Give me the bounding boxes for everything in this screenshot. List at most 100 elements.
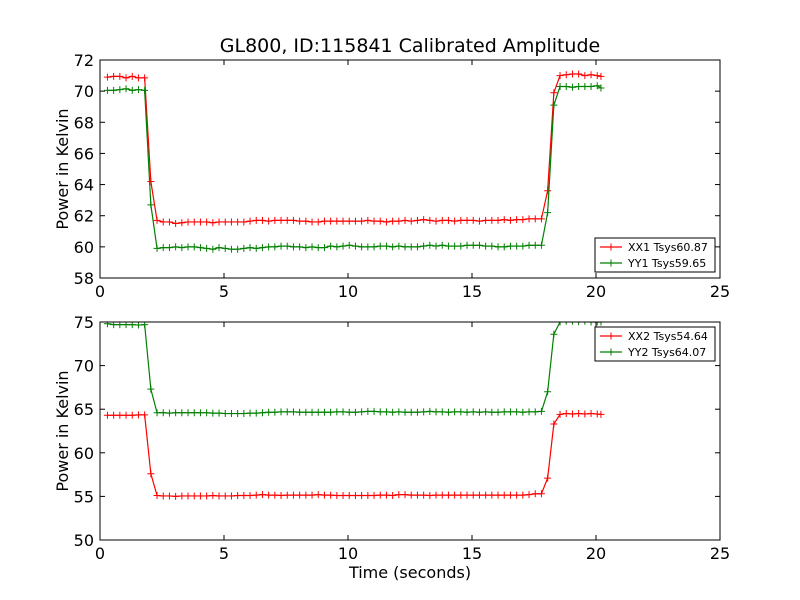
data-point (339, 217, 347, 225)
data-point (500, 216, 508, 224)
data-point (190, 243, 198, 251)
data-point (327, 242, 335, 250)
data-point (488, 216, 496, 224)
data-point (376, 242, 384, 250)
data-point (203, 244, 211, 252)
data-point (178, 492, 186, 500)
data-point (475, 491, 483, 499)
data-point (283, 216, 291, 224)
y-tick-label: 72 (74, 51, 94, 70)
data-point (444, 408, 452, 416)
data-point (407, 491, 415, 499)
data-point (537, 407, 545, 415)
data-point (339, 242, 347, 250)
data-point (370, 407, 378, 415)
x-tick-label: 25 (710, 282, 730, 301)
data-point (190, 218, 198, 226)
plot-top: GL800, ID:115841 Calibrated Amplitude 0 5 1… (53, 35, 730, 301)
data-point (562, 71, 570, 79)
data-point (116, 86, 124, 94)
data-point (246, 409, 254, 417)
legend-entry: YY1 Tsys59.65 (627, 257, 706, 270)
data-point (525, 491, 533, 499)
data-point (575, 70, 583, 78)
data-point (296, 217, 304, 225)
data-point (587, 410, 595, 418)
data-point (240, 218, 248, 226)
data-point (308, 408, 316, 416)
data-point (597, 72, 605, 80)
data-point (593, 322, 601, 326)
data-point (587, 82, 595, 90)
data-point (420, 408, 428, 416)
data-point (395, 217, 403, 225)
data-point (308, 218, 316, 226)
data-point (451, 408, 459, 416)
data-point (134, 322, 142, 329)
data-point (364, 243, 372, 251)
data-point (513, 408, 521, 416)
data-point (314, 244, 322, 252)
data-point (203, 218, 211, 226)
data-point (364, 407, 372, 415)
legend-entry: YY2 Tsys64.07 (627, 346, 706, 359)
data-point (258, 409, 266, 417)
data-point (172, 220, 180, 227)
data-point (351, 242, 359, 250)
y-axis-label: Power in Kelvin (53, 370, 72, 491)
data-point (575, 82, 583, 90)
data-point (116, 72, 124, 80)
data-point (240, 492, 248, 500)
data-point (172, 492, 180, 500)
data-point (314, 408, 322, 416)
data-point (488, 491, 496, 499)
data-point (550, 420, 558, 428)
data-point (184, 492, 192, 500)
data-point (159, 409, 167, 417)
data-point (475, 217, 483, 225)
data-point (358, 217, 366, 225)
legend: XX2 Tsys54.64 YY2 Tsys64.07 (594, 326, 716, 362)
data-point (271, 491, 279, 499)
data-point (420, 491, 428, 499)
data-point (339, 492, 347, 500)
data-point (438, 216, 446, 224)
data-point (159, 244, 167, 252)
data-point (426, 216, 434, 224)
data-point (234, 245, 242, 253)
data-point (469, 491, 477, 499)
data-point (296, 408, 304, 416)
y-tick-label: 66 (74, 144, 94, 163)
data-point (513, 242, 521, 250)
data-point (103, 73, 111, 81)
x-tick-label: 20 (586, 544, 606, 563)
data-point (122, 85, 130, 93)
data-point (209, 219, 217, 227)
data-point (364, 492, 372, 500)
y-tick-label: 60 (74, 444, 94, 463)
data-point (457, 216, 465, 224)
series-line (107, 412, 602, 498)
data-point (110, 72, 118, 80)
data-point (203, 409, 211, 417)
data-point (537, 241, 545, 249)
data-point (389, 243, 397, 251)
data-point (289, 408, 297, 416)
data-point (165, 409, 173, 417)
data-point (296, 243, 304, 251)
data-point (221, 218, 229, 226)
y-tick-label: 70 (74, 357, 94, 376)
data-point (597, 410, 605, 418)
data-point (252, 216, 260, 224)
data-point (147, 201, 155, 209)
data-point (568, 83, 576, 91)
legend-entry: XX2 Tsys54.64 (628, 330, 708, 343)
series-xx1 (103, 70, 605, 227)
legend-box (594, 326, 716, 362)
y-tick-label: 60 (74, 238, 94, 257)
data-point (283, 408, 291, 416)
data-point (413, 408, 421, 416)
data-point (302, 244, 310, 252)
data-point (537, 215, 545, 223)
data-point (296, 491, 304, 499)
